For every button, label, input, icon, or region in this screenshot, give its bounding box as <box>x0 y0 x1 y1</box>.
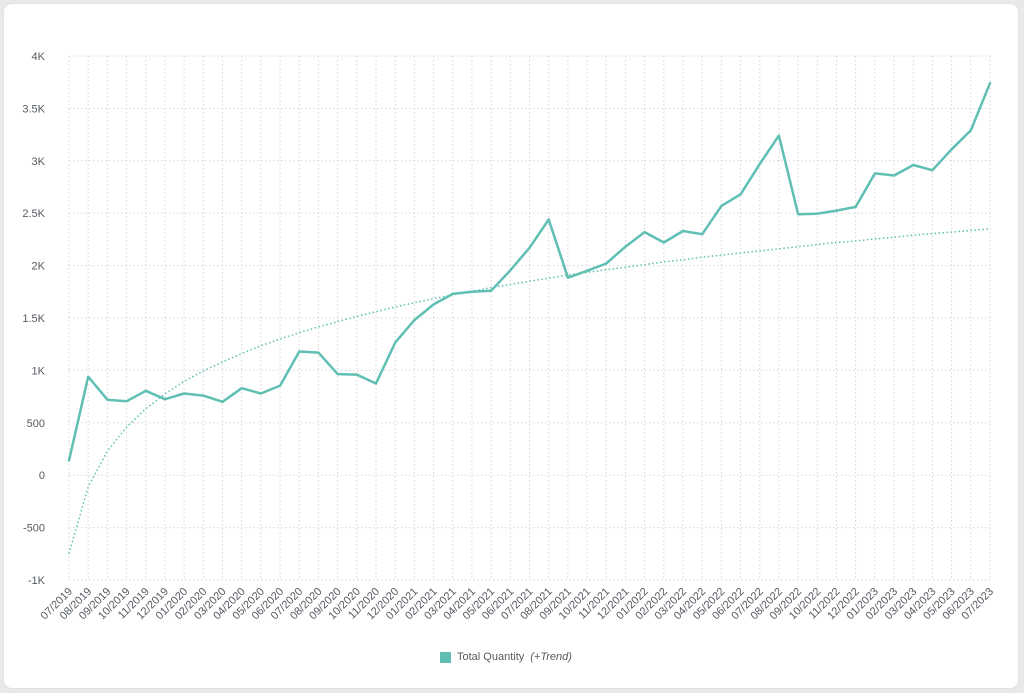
legend-label: Total Quantity <box>457 651 525 663</box>
data-point[interactable] <box>143 388 149 394</box>
legend-trend-note: (+Trend) <box>530 651 572 663</box>
data-point[interactable] <box>450 291 456 297</box>
grid-lines <box>68 55 991 581</box>
y-tick-label: 3K <box>32 156 46 168</box>
y-tick-label: 0 <box>39 470 45 482</box>
data-point[interactable] <box>277 383 283 389</box>
data-point[interactable] <box>642 229 648 235</box>
data-points <box>66 80 993 463</box>
data-point[interactable] <box>891 172 897 178</box>
data-point[interactable] <box>181 390 187 396</box>
data-point[interactable] <box>488 288 494 294</box>
y-tick-label: 500 <box>27 418 45 430</box>
data-point[interactable] <box>584 268 590 274</box>
chart-card <box>4 4 1018 688</box>
data-point[interactable] <box>354 372 360 378</box>
y-tick-label: 1.5K <box>22 313 45 325</box>
y-axis-ticks: -1K -500 0 500 1K 1.5K 2K 2.5K 3K 3.5K 4K <box>22 51 45 587</box>
data-point[interactable] <box>546 216 552 222</box>
data-point[interactable] <box>431 301 437 307</box>
y-tick-label: 2K <box>32 261 46 273</box>
data-point[interactable] <box>680 228 686 234</box>
data-point[interactable] <box>699 231 705 237</box>
data-point[interactable] <box>124 398 130 404</box>
data-point[interactable] <box>603 261 609 267</box>
data-point[interactable] <box>296 349 302 355</box>
data-point[interactable] <box>258 390 264 396</box>
data-point[interactable] <box>104 397 110 403</box>
y-tick-label: -500 <box>23 523 45 535</box>
data-point[interactable] <box>565 275 571 281</box>
series-line-total-quantity[interactable] <box>67 81 992 462</box>
data-point[interactable] <box>411 317 417 323</box>
x-axis-ticks: 07/201908/201909/201910/201911/201912/20… <box>39 586 997 623</box>
data-point[interactable] <box>66 458 72 464</box>
data-point[interactable] <box>162 396 168 402</box>
data-point[interactable] <box>795 211 801 217</box>
y-tick-label: 1K <box>32 365 46 377</box>
data-point[interactable] <box>738 191 744 197</box>
data-point[interactable] <box>718 203 724 209</box>
data-point[interactable] <box>814 211 820 217</box>
y-tick-label: 3.5K <box>22 103 45 115</box>
data-point[interactable] <box>910 162 916 168</box>
data-point[interactable] <box>853 204 859 210</box>
y-tick-label: 2.5K <box>22 208 45 220</box>
data-point[interactable] <box>507 267 513 273</box>
data-point[interactable] <box>220 399 226 405</box>
y-tick-label: 4K <box>32 51 46 63</box>
data-point[interactable] <box>392 340 398 346</box>
legend[interactable]: Total Quantity (+Trend) <box>440 651 572 663</box>
data-point[interactable] <box>315 350 321 356</box>
data-point[interactable] <box>661 240 667 246</box>
data-point[interactable] <box>469 289 475 295</box>
data-point[interactable] <box>200 393 206 399</box>
y-tick-label: -1K <box>28 575 46 587</box>
data-point[interactable] <box>776 133 782 139</box>
trend-line <box>68 228 991 555</box>
data-point[interactable] <box>949 146 955 152</box>
legend-swatch <box>440 651 451 663</box>
data-point[interactable] <box>622 244 628 250</box>
data-point[interactable] <box>373 381 379 387</box>
data-point[interactable] <box>527 245 533 251</box>
data-point[interactable] <box>987 80 993 86</box>
data-point[interactable] <box>239 385 245 391</box>
data-point[interactable] <box>834 208 840 214</box>
data-point[interactable] <box>757 161 763 167</box>
data-point[interactable] <box>929 167 935 173</box>
data-point[interactable] <box>85 374 91 380</box>
data-point[interactable] <box>335 371 341 377</box>
data-point[interactable] <box>872 170 878 176</box>
data-point[interactable] <box>968 127 974 133</box>
